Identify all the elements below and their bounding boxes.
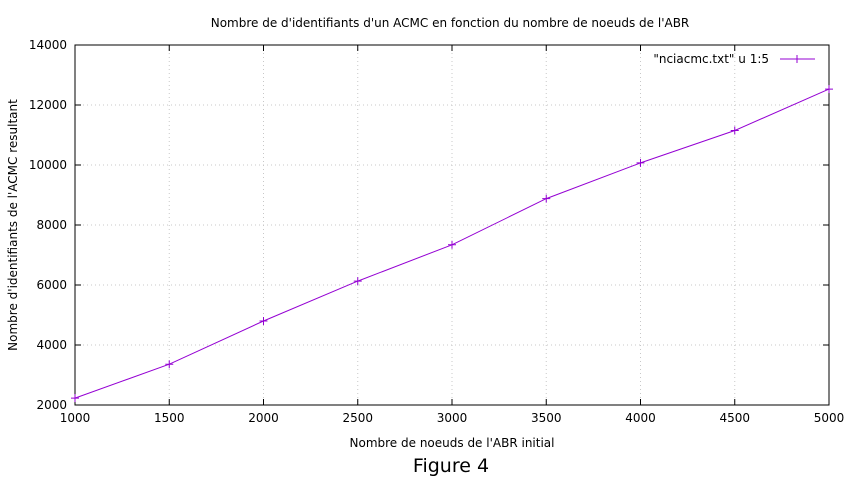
data-point-marker [165,360,174,369]
x-tick-label: 3500 [531,411,562,425]
data-point-marker [448,240,456,249]
x-axis-label: Nombre de noeuds de l'ABR initial [350,436,555,450]
chart-title: Nombre de d'identifiants d'un ACMC en fo… [211,16,690,30]
data-point-marker [542,194,551,203]
data-point-marker [636,158,645,167]
data-point-marker [353,277,362,286]
plot-frame [74,44,830,406]
x-tick-label: 2000 [248,411,279,425]
data-point-marker [71,394,79,403]
x-tick-label: 4500 [719,411,750,425]
data-point-marker [825,85,833,94]
data-point-marker [730,126,739,135]
series-layer [71,85,833,403]
y-axis-label: Nombre d'identifiants de l'ACMC resultan… [6,99,20,351]
grid-lines [75,45,829,405]
y-tick-label: 12000 [29,98,67,112]
x-tick-label: 2500 [342,411,373,425]
legend-swatch-marker [793,55,801,63]
y-tick-label: 8000 [36,218,67,232]
x-tick-label: 4000 [625,411,656,425]
x-tick-label: 1500 [154,411,185,425]
legend: "nciacmc.txt" u 1:5 [653,52,815,66]
x-tick-label: 3000 [437,411,468,425]
y-tick-label: 6000 [36,278,67,292]
data-point-marker [259,317,268,325]
y-tick-label: 4000 [36,338,67,352]
axis-ticks: 1000 1500 2000 2500 3000 3500 4000 4500 5000 2000… [29,38,844,425]
legend-label-series-0: "nciacmc.txt" u 1:5 [653,52,769,66]
y-tick-label: 14000 [29,38,67,52]
y-tick-label: 10000 [29,158,67,172]
figure-caption: Figure 4 [413,455,489,477]
y-tick-label: 2000 [36,398,67,412]
x-tick-label: 1000 [60,411,91,425]
x-tick-label: 5000 [814,411,845,425]
